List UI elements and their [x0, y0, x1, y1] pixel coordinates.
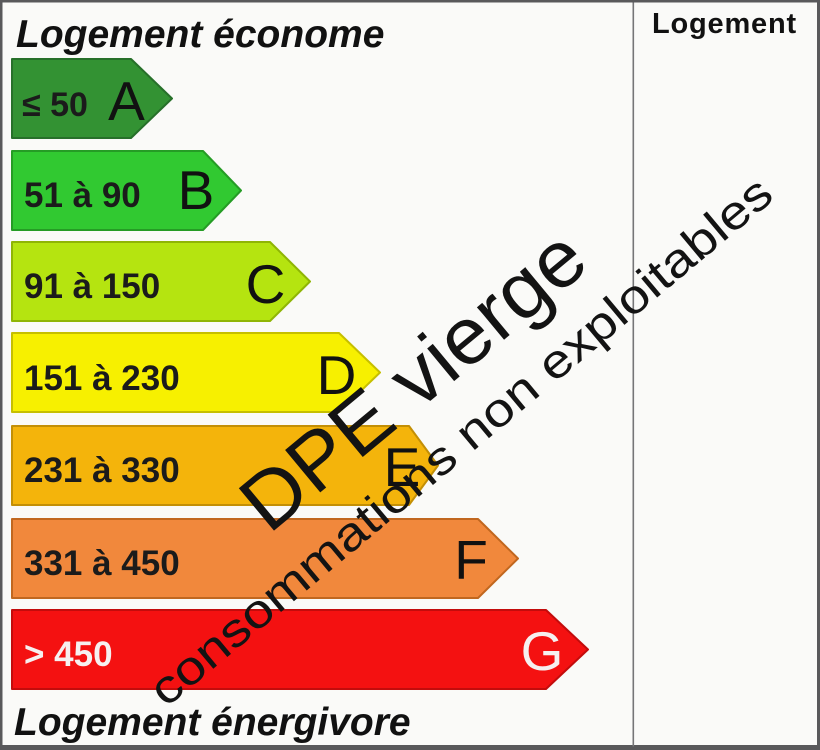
svg-text:F: F [454, 529, 488, 591]
svg-text:Logement énergivore: Logement énergivore [14, 701, 411, 744]
svg-text:C: C [246, 253, 286, 315]
svg-text:A: A [108, 70, 145, 132]
svg-text:E: E [384, 436, 421, 498]
svg-text:51 à 90: 51 à 90 [24, 176, 141, 215]
svg-text:B: B [178, 159, 215, 221]
svg-text:G: G [521, 620, 564, 682]
svg-text:D: D [317, 344, 357, 406]
svg-text:91 à 150: 91 à 150 [24, 267, 160, 306]
svg-text:≤ 50: ≤ 50 [22, 86, 88, 124]
svg-text:231 à 330: 231 à 330 [24, 451, 180, 490]
svg-text:331 à 450: 331 à 450 [24, 544, 180, 583]
svg-text:151 à 230: 151 à 230 [24, 359, 180, 398]
svg-text:Logement: Logement [652, 8, 797, 40]
svg-text:Logement économe: Logement économe [16, 13, 384, 56]
svg-text:> 450: > 450 [24, 635, 113, 674]
